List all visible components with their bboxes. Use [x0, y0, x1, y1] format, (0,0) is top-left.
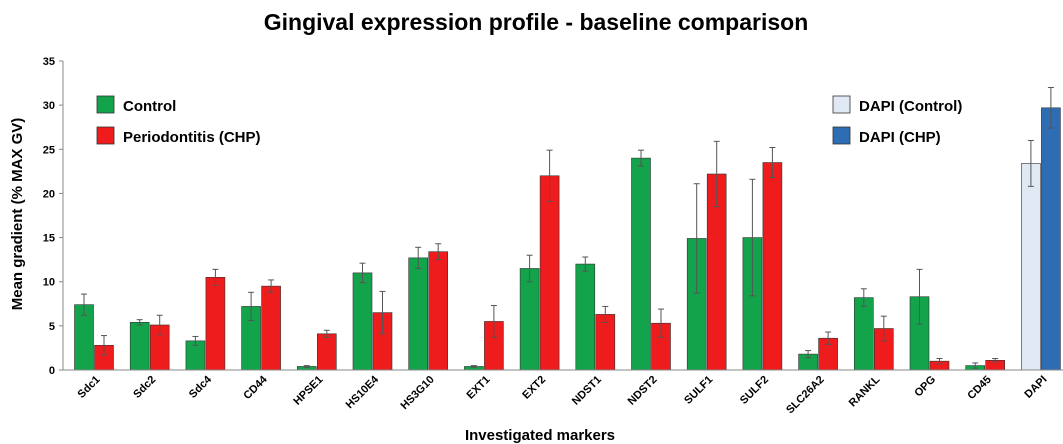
bar-ext2-control	[519, 268, 540, 371]
error-bar-hpse1-control	[303, 365, 310, 368]
legend-swatch-dapi-chp	[832, 126, 851, 145]
legend-label-dapi-chp: DAPI (CHP)	[859, 129, 941, 146]
legend-swatch-control	[96, 95, 115, 114]
error-bar-ext2-control	[526, 254, 533, 283]
error-bar-sdc4-control	[192, 335, 199, 346]
error-bar-sulf1-periodontitis-chp	[713, 140, 720, 208]
y-tick-label: 30	[43, 100, 55, 112]
x-tick-label: SULF1	[682, 374, 715, 407]
error-bar-hpse1-periodontitis-chp	[323, 329, 330, 338]
error-bar-opg-control	[916, 268, 923, 325]
error-bar-ext1-periodontitis-chp	[490, 305, 497, 338]
error-bar-slc26a2-control	[805, 350, 812, 359]
error-bar-hs3g10-control	[415, 246, 422, 269]
y-tick-label: 5	[49, 321, 55, 333]
error-bar-sulf2-control	[749, 178, 756, 297]
x-tick-label: NDST1	[570, 374, 604, 408]
error-bar-rankl-control	[860, 288, 867, 307]
x-tick-label: HPSE1	[291, 374, 325, 408]
y-tick-label: 0	[49, 365, 55, 377]
error-bar-sdc4-periodontitis-chp	[212, 268, 219, 286]
error-bar-sdc2-periodontitis-chp	[156, 314, 163, 336]
bar-dapi-dapi-chp	[1041, 107, 1061, 371]
bar-sdc4-periodontitis-chp	[205, 276, 226, 371]
error-bar-ndst2-periodontitis-chp	[658, 308, 664, 338]
error-bar-ndst2-control	[638, 149, 644, 167]
x-tick-label: CD44	[241, 373, 270, 402]
error-bar-cd45-periodontitis-chp	[992, 358, 999, 363]
y-tick-label: 15	[43, 233, 55, 245]
x-tick-label: DAPI	[1022, 374, 1049, 401]
error-bar-sdc2-control	[136, 319, 143, 326]
y-tick-label: 20	[43, 188, 55, 200]
bar-hs3g10-control	[408, 257, 429, 371]
legend-label-control: Control	[123, 98, 176, 115]
error-bar-dapi-dapi-chp	[1047, 86, 1054, 129]
bar-sdc2-control	[129, 322, 150, 371]
bar-ndst2-control	[631, 157, 651, 371]
legend-swatch-dapi-control	[832, 95, 851, 114]
x-tick-label: Sdc4	[187, 373, 215, 401]
error-bar-hs3g10-periodontitis-chp	[435, 243, 442, 261]
error-bar-ext2-periodontitis-chp	[546, 149, 553, 202]
error-bar-sdc1-periodontitis-chp	[101, 335, 107, 356]
error-bar-hs10e4-periodontitis-chp	[379, 290, 386, 335]
x-tick-label: HS3G10	[398, 374, 436, 412]
x-tick-label: CD45	[965, 374, 993, 402]
bar-hs3g10-periodontitis-chp	[428, 251, 449, 371]
bars-layer	[74, 86, 1061, 371]
error-bar-cd44-periodontitis-chp	[268, 279, 275, 293]
legend-label-dapi-control: DAPI (Control)	[859, 98, 962, 115]
error-bar-rankl-periodontitis-chp	[880, 315, 887, 342]
bar-ndst1-control	[575, 263, 596, 371]
error-bar-sulf1-control	[693, 183, 700, 294]
x-tick-label: SULF2	[738, 374, 771, 407]
bar-hs10e4-control	[352, 272, 373, 371]
x-tick-label: EXT1	[465, 374, 493, 402]
bar-hpse1-periodontitis-chp	[316, 333, 337, 371]
error-bar-cd44-control	[248, 291, 255, 322]
y-tick-label: 10	[43, 277, 55, 289]
bar-cd44-periodontitis-chp	[261, 285, 281, 371]
bar-sulf2-periodontitis-chp	[762, 162, 783, 371]
error-bar-sdc1-control	[81, 293, 87, 316]
error-bar-ext1-control	[470, 365, 477, 368]
x-tick-label: HS10E4	[344, 373, 382, 411]
x-tick-label: RANKL	[847, 373, 883, 409]
y-axis-title: Mean gradient (% MAX GV)	[9, 118, 26, 311]
error-bar-ndst1-periodontitis-chp	[602, 305, 609, 323]
bar-ext2-periodontitis-chp	[539, 175, 560, 371]
error-bar-cd45-control	[972, 362, 979, 369]
error-bar-hs10e4-control	[359, 262, 366, 284]
x-tick-label: EXT2	[520, 374, 548, 402]
legend-swatch-periodontitis-chp	[96, 126, 115, 145]
bar-rankl-control	[853, 297, 874, 371]
error-bar-slc26a2-periodontitis-chp	[825, 331, 832, 345]
x-tick-label: Sdc1	[76, 374, 103, 401]
error-bar-dapi-dapi-control	[1027, 139, 1034, 187]
error-bar-sulf2-periodontitis-chp	[769, 147, 776, 179]
x-tick-label: SLC26A2	[784, 374, 827, 417]
error-bar-ndst1-control	[582, 256, 589, 272]
y-tick-label: 25	[43, 144, 55, 156]
x-tick-label: NDST2	[626, 374, 660, 408]
bar-dapi-dapi-control	[1021, 163, 1041, 371]
legend: Control Periodontitis (CHP) DAPI (Control)…	[96, 95, 962, 146]
x-tick-label: OPG	[912, 374, 938, 400]
legend-label-periodontitis-chp: Periodontitis (CHP)	[123, 129, 261, 146]
chart-title: Gingival expression profile - baseline c…	[264, 9, 809, 35]
x-axis-title: Investigated markers	[465, 427, 615, 444]
x-tick-label: Sdc2	[131, 374, 158, 401]
y-tick-label: 35	[43, 56, 55, 68]
error-bar-opg-periodontitis-chp	[936, 358, 943, 365]
